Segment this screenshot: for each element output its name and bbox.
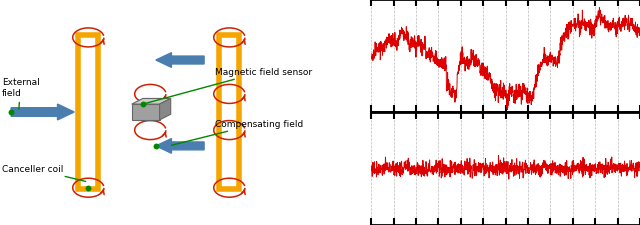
FancyArrow shape xyxy=(11,105,74,120)
Text: Canceller coil: Canceller coil xyxy=(2,164,86,182)
Polygon shape xyxy=(132,99,171,105)
Text: Compensating field: Compensating field xyxy=(172,119,303,146)
FancyArrow shape xyxy=(156,139,204,153)
Bar xyxy=(132,105,159,120)
Text: Magnetic field sensor: Magnetic field sensor xyxy=(145,68,312,104)
Text: External
field: External field xyxy=(2,78,40,110)
Polygon shape xyxy=(159,99,171,120)
Bar xyxy=(219,36,239,189)
FancyArrow shape xyxy=(156,53,204,68)
Bar xyxy=(78,36,99,189)
